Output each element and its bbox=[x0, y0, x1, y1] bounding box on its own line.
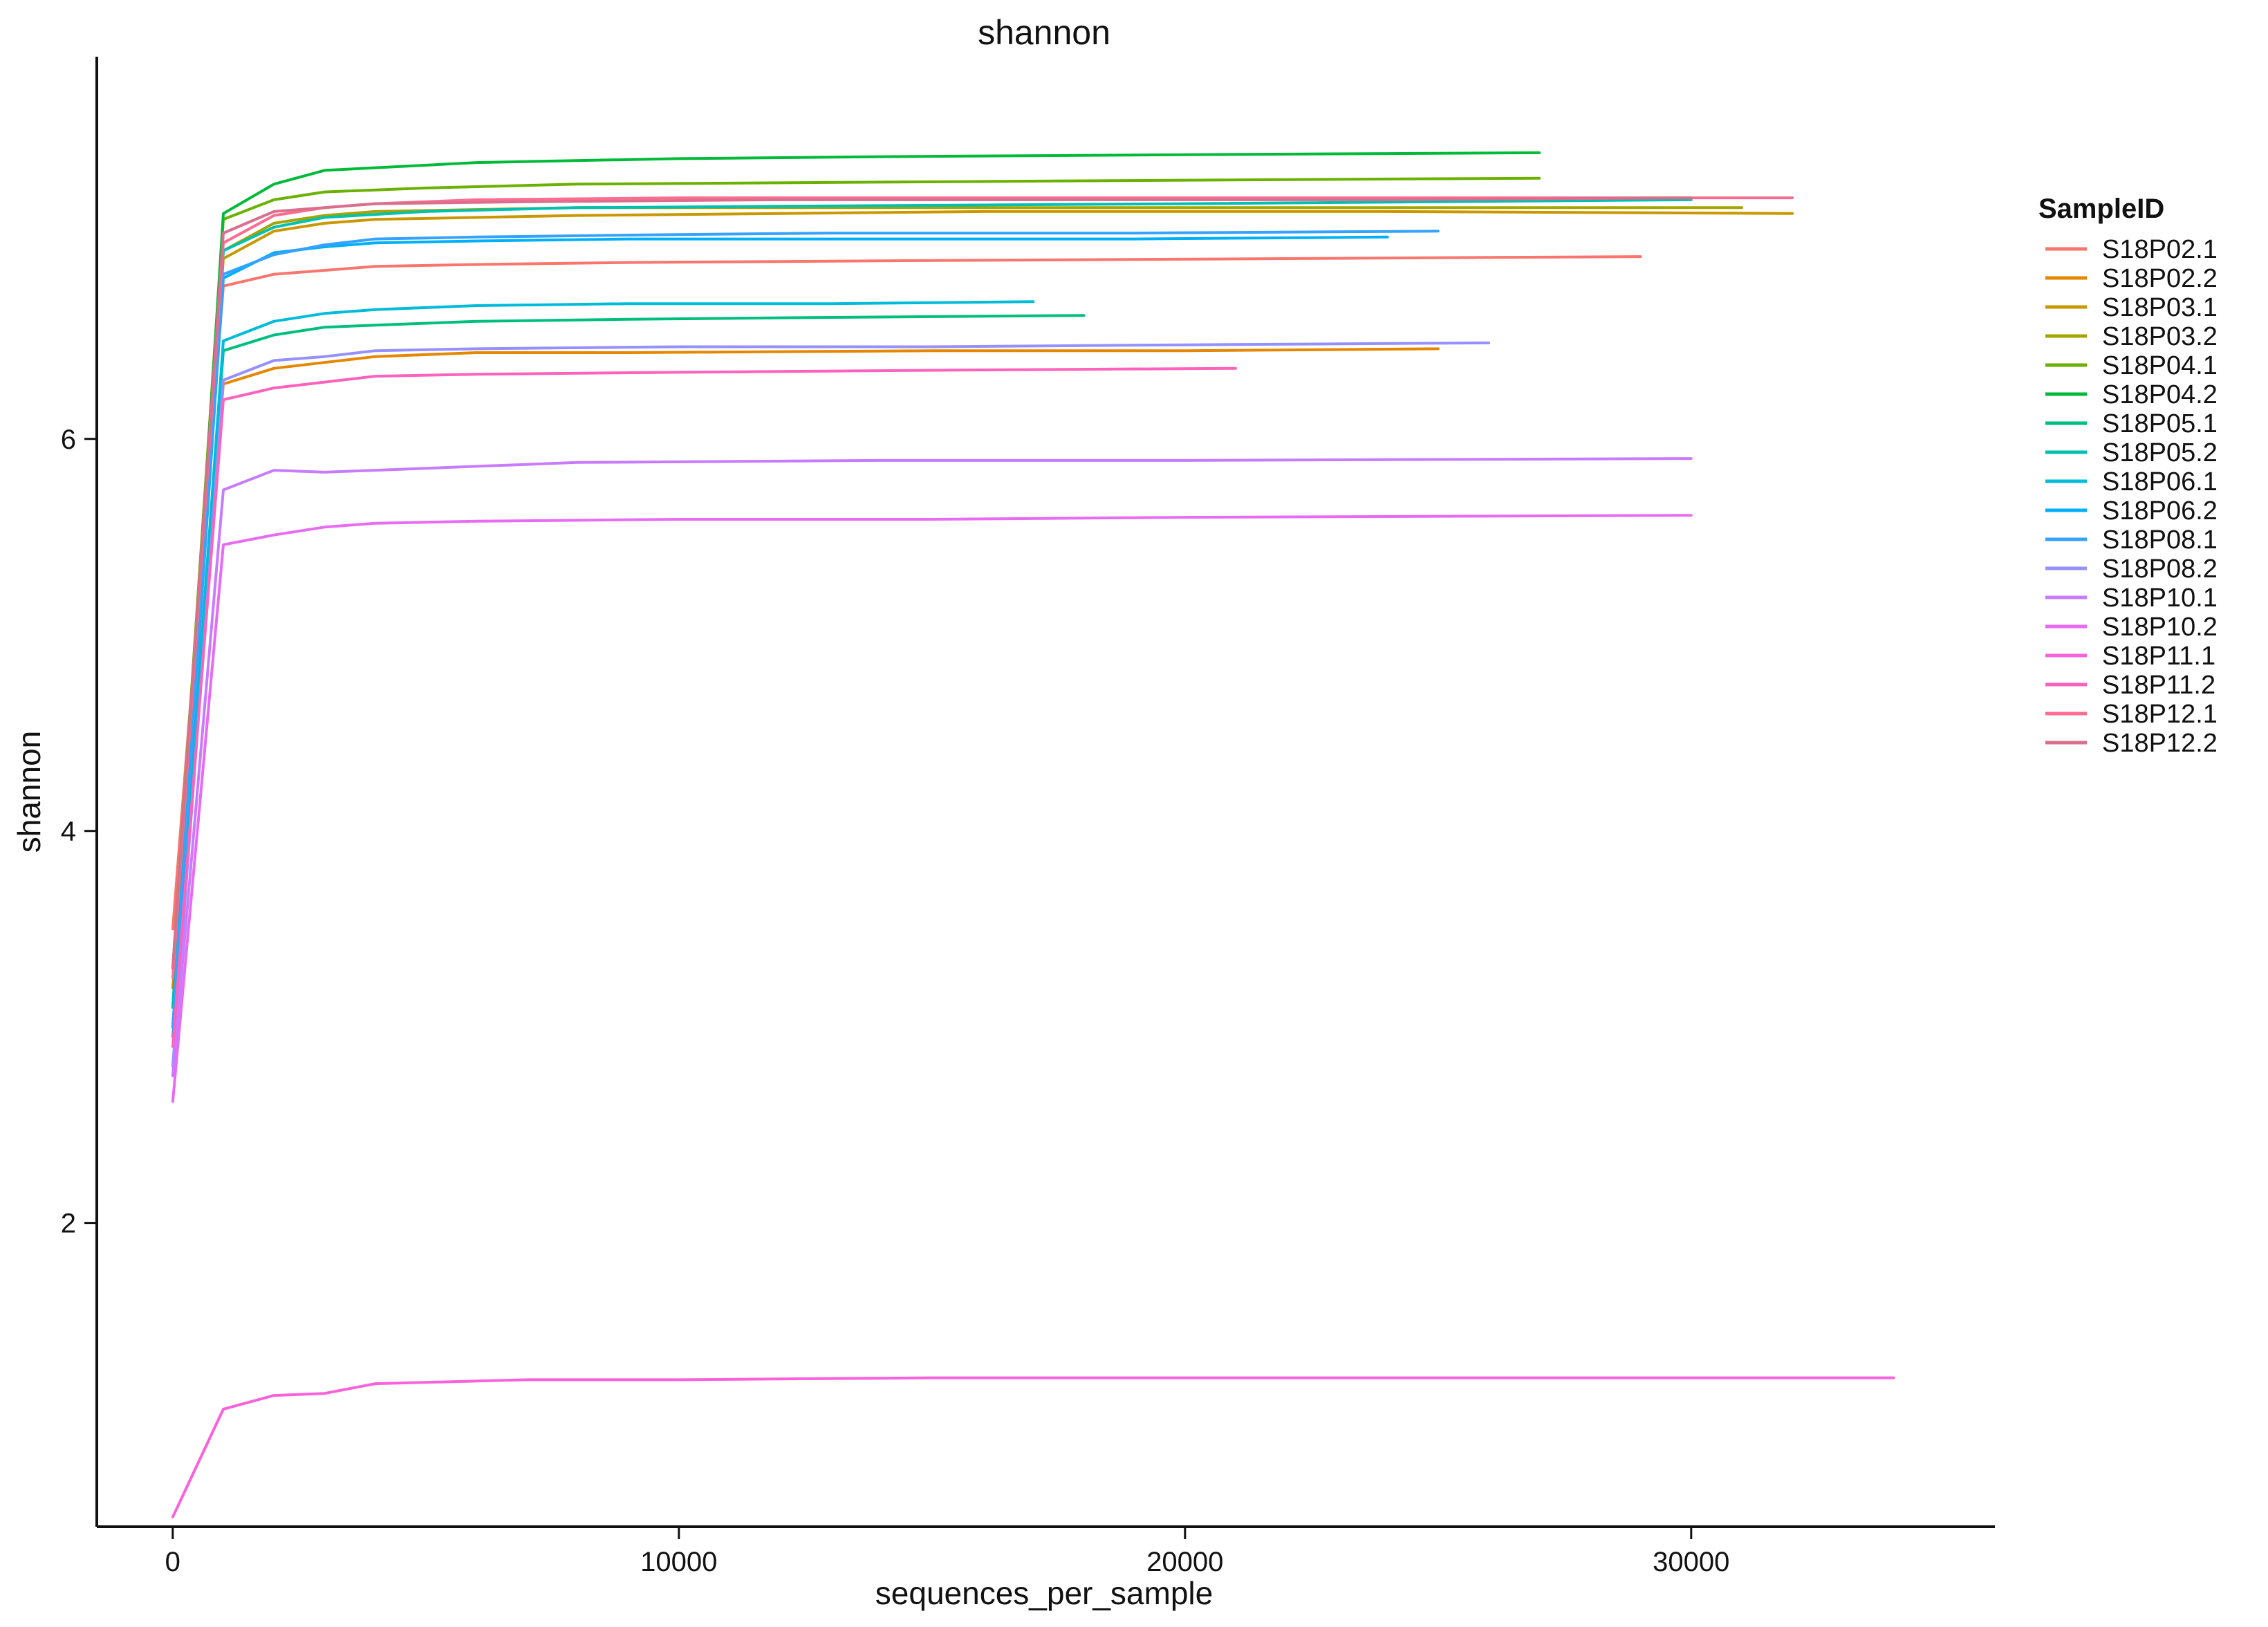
x-tick-label: 30000 bbox=[1653, 1547, 1729, 1577]
legend-item: S18P11.1 bbox=[2045, 642, 2215, 671]
legend-label: S18P06.2 bbox=[2102, 496, 2218, 526]
x-tick-label: 10000 bbox=[640, 1547, 717, 1577]
legend-label: S18P10.1 bbox=[2102, 584, 2218, 613]
legend-item: S18P05.2 bbox=[2045, 438, 2218, 467]
y-tick-label: 6 bbox=[61, 425, 76, 455]
legend-item: S18P12.1 bbox=[2045, 700, 2218, 729]
legend-item: S18P03.2 bbox=[2045, 322, 2218, 351]
legend-items: S18P02.1S18P02.2S18P03.1S18P03.2S18P04.1… bbox=[2045, 235, 2218, 758]
legend-item: S18P06.2 bbox=[2045, 496, 2218, 526]
x-tick-label: 0 bbox=[165, 1547, 180, 1577]
legend-label: S18P04.1 bbox=[2102, 351, 2218, 380]
legend-label: S18P05.1 bbox=[2102, 409, 2218, 438]
legend-label: S18P08.2 bbox=[2102, 555, 2218, 584]
legend-item: S18P06.1 bbox=[2045, 467, 2218, 496]
series-line-s18p05-2 bbox=[171, 198, 1693, 1009]
series-line-s18p02-1 bbox=[171, 255, 1642, 931]
series-line-s18p06-1 bbox=[171, 300, 1035, 1039]
series-line-s18p10-2 bbox=[171, 514, 1693, 1103]
x-axis-title: sequences_per_sample bbox=[875, 1575, 1213, 1611]
legend-item: S18P10.2 bbox=[2045, 613, 2218, 642]
x-axis-ticks: 0 10000 20000 30000 bbox=[165, 1527, 1729, 1577]
legend-label: S18P12.2 bbox=[2102, 729, 2218, 758]
series-line-s18p02-2 bbox=[171, 347, 1440, 989]
legend-label: S18P03.2 bbox=[2102, 322, 2218, 351]
legend-item: S18P11.2 bbox=[2045, 671, 2215, 700]
legend-label: S18P04.2 bbox=[2102, 380, 2218, 409]
y-axis-ticks: 2 4 6 bbox=[61, 425, 97, 1239]
legend-item: S18P12.2 bbox=[2045, 729, 2218, 758]
y-tick-label: 2 bbox=[61, 1209, 76, 1239]
series-line-s18p11-2 bbox=[171, 366, 1237, 1048]
legend-label: S18P05.2 bbox=[2102, 438, 2218, 467]
legend-item: S18P04.1 bbox=[2045, 351, 2218, 380]
legend-label: S18P03.1 bbox=[2102, 293, 2218, 322]
series-line-s18p10-1 bbox=[171, 457, 1693, 1077]
legend-item: S18P02.2 bbox=[2045, 264, 2218, 293]
series-line-s18p04-1 bbox=[171, 176, 1541, 970]
legend-item: S18P08.2 bbox=[2045, 555, 2218, 584]
series-line-s18p06-2 bbox=[171, 235, 1389, 1029]
y-axis-title: shannon bbox=[11, 731, 47, 853]
legend-label: S18P10.2 bbox=[2102, 613, 2218, 642]
x-tick-label: 20000 bbox=[1146, 1547, 1223, 1577]
legend-label: S18P06.1 bbox=[2102, 467, 2218, 496]
plot-area bbox=[171, 151, 1895, 1518]
legend-item: S18P08.1 bbox=[2045, 526, 2218, 555]
series-line-s18p03-2 bbox=[171, 206, 1743, 1009]
series-line-s18p04-2 bbox=[171, 151, 1541, 1009]
series-line-s18p12-2 bbox=[171, 196, 1693, 970]
legend-item: S18P05.1 bbox=[2045, 409, 2218, 438]
legend-label: S18P11.1 bbox=[2102, 642, 2215, 671]
legend: SampleID S18P02.1S18P02.2S18P03.1S18P03.… bbox=[2038, 194, 2218, 758]
series-line-s18p11-1 bbox=[171, 1376, 1895, 1518]
legend-item: S18P02.1 bbox=[2045, 235, 2218, 264]
legend-item: S18P10.1 bbox=[2045, 584, 2218, 613]
legend-label: S18P02.2 bbox=[2102, 264, 2218, 293]
series-line-s18p08-1 bbox=[171, 230, 1440, 1029]
series-line-s18p05-1 bbox=[171, 314, 1086, 1029]
legend-label: S18P02.1 bbox=[2102, 235, 2218, 264]
legend-label: S18P11.2 bbox=[2102, 671, 2215, 700]
series-line-s18p03-1 bbox=[171, 210, 1794, 970]
series-line-s18p08-2 bbox=[171, 341, 1490, 1068]
y-tick-label: 4 bbox=[61, 817, 76, 847]
legend-item: S18P03.1 bbox=[2045, 293, 2218, 322]
legend-label: S18P08.1 bbox=[2102, 526, 2218, 555]
legend-item: S18P04.2 bbox=[2045, 380, 2218, 409]
legend-title: SampleID bbox=[2038, 194, 2164, 224]
legend-label: S18P12.1 bbox=[2102, 700, 2218, 729]
chart-title: shannon bbox=[978, 13, 1110, 52]
